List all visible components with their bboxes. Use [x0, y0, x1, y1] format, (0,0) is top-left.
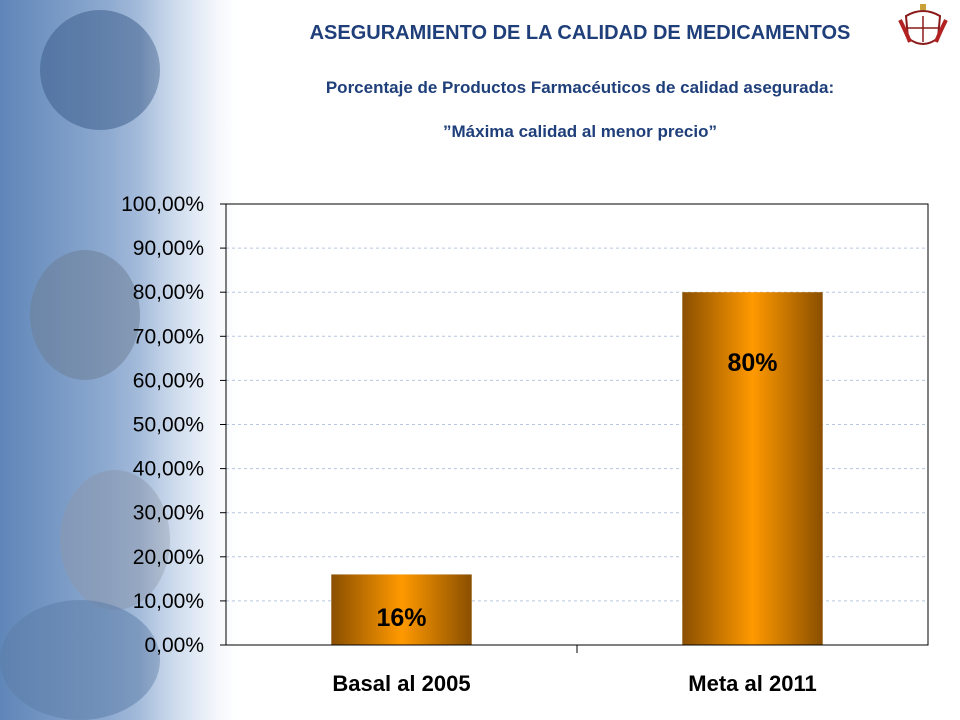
chart-labels: 0,00% 10,00% 20,00% 30,00% 40,00% 50,00% 60,00…: [121, 193, 817, 696]
bars: [331, 292, 823, 645]
background-fade: [140, 0, 280, 720]
y-tick-label: 0,00%: [144, 634, 204, 657]
y-tick-label: 50,00%: [133, 414, 204, 437]
bar: [331, 574, 472, 645]
y-tick-label: 60,00%: [133, 369, 204, 392]
y-tick-label: 90,00%: [133, 237, 204, 260]
data-label: 16%: [376, 604, 426, 632]
bar: [682, 292, 823, 645]
y-tick-label: 80,00%: [133, 281, 204, 304]
x-category-label: Meta al 2011: [688, 671, 816, 696]
gridlines: [226, 247, 928, 602]
y-tick-label: 30,00%: [133, 502, 204, 525]
coat-of-arms-icon: [898, 4, 948, 45]
y-tick-label: 20,00%: [133, 546, 204, 569]
page-title: ASEGURAMIENTO DE LA CALIDAD DE MEDICAMEN…: [309, 22, 851, 44]
page-subtitle: Porcentaje de Productos Farmacéuticos de…: [325, 78, 835, 97]
y-tick-label: 10,00%: [133, 590, 204, 613]
y-tick-label: 40,00%: [133, 458, 204, 481]
y-tick-label: 100,00%: [121, 193, 204, 216]
x-category-label: Basal al 2005: [332, 671, 470, 696]
data-label: 80%: [727, 349, 777, 377]
axes: [220, 203, 929, 653]
y-tick-label: 70,00%: [133, 325, 204, 348]
page-slogan: ”Máxima calidad al menor precio”: [443, 122, 717, 141]
